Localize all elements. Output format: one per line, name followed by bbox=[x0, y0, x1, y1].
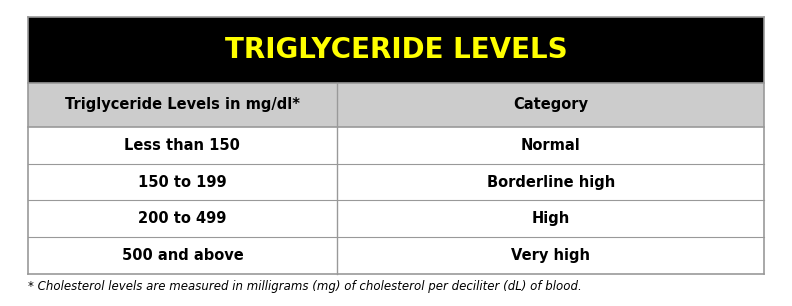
Bar bbox=[28, 200, 764, 237]
Bar bbox=[28, 127, 764, 164]
Text: * Cholesterol levels are measured in milligrams (mg) of cholesterol per decilite: * Cholesterol levels are measured in mil… bbox=[28, 280, 581, 293]
Bar bbox=[28, 17, 764, 83]
Bar bbox=[28, 164, 764, 200]
Text: 200 to 499: 200 to 499 bbox=[139, 211, 227, 226]
Text: Very high: Very high bbox=[511, 248, 590, 263]
Text: Less than 150: Less than 150 bbox=[124, 138, 240, 153]
Text: Borderline high: Borderline high bbox=[486, 174, 615, 190]
Text: 500 and above: 500 and above bbox=[121, 248, 243, 263]
Text: 150 to 199: 150 to 199 bbox=[138, 174, 227, 190]
Text: Category: Category bbox=[513, 97, 588, 112]
Text: TRIGLYCERIDE LEVELS: TRIGLYCERIDE LEVELS bbox=[225, 36, 567, 64]
Text: High: High bbox=[531, 211, 569, 226]
Bar bbox=[28, 237, 764, 274]
Text: Normal: Normal bbox=[521, 138, 581, 153]
Text: Triglyceride Levels in mg/dl*: Triglyceride Levels in mg/dl* bbox=[65, 97, 300, 112]
Bar bbox=[28, 83, 764, 127]
